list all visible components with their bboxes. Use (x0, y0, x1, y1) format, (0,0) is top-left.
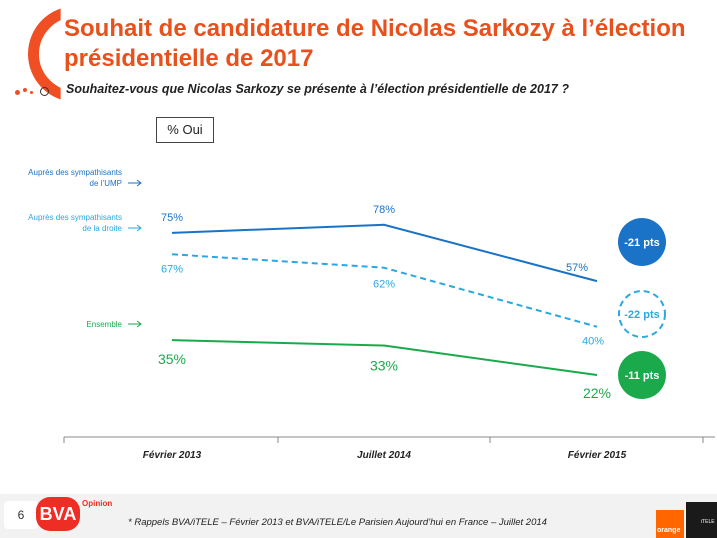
unit-label: % Oui (156, 117, 214, 143)
page-number: 6 (4, 501, 38, 529)
change-badge-droite (618, 290, 666, 338)
data-label: 75% (161, 212, 183, 224)
x-tick-label: Février 2015 (568, 450, 627, 461)
legend-arrow-head (136, 224, 142, 232)
data-label: 35% (158, 351, 186, 367)
change-badge-text: -21 pts (624, 237, 659, 249)
x-tick-label: Février 2013 (143, 450, 202, 461)
series-line-droite (171, 253, 598, 328)
data-label: 67% (161, 263, 183, 275)
series-line-ump (171, 223, 598, 283)
page-title: Souhait de candidature de Nicolas Sarkoz… (64, 15, 686, 72)
series-line-ensemble (171, 339, 598, 377)
survey-question: Souhaitez-vous que Nicolas Sarkozy se pr… (66, 82, 569, 96)
data-label: 62% (373, 279, 395, 291)
orange-logo (656, 510, 684, 538)
legend-label-ensemble: Ensemble (86, 320, 122, 329)
itele-logo-text: iTELE (701, 519, 715, 525)
data-label: 40% (582, 336, 604, 348)
line-chart: Février 2013 Juillet 2014 Février 2015 75% 7… (28, 168, 715, 461)
legend-arrow-head (136, 179, 142, 187)
footer (0, 494, 717, 538)
orange-logo-text: orange (657, 527, 681, 534)
bva-logo: BVA (36, 497, 80, 531)
change-badge-text: -11 pts (625, 370, 660, 382)
legend-label-ump: Auprès des sympathisants de l’UMP (28, 168, 122, 188)
bva-logo-subtitle: Opinion (82, 499, 113, 508)
data-label: 33% (370, 358, 398, 374)
dot (23, 88, 27, 92)
data-label: 57% (566, 262, 588, 274)
dot (30, 91, 33, 94)
legend-arrow-head (136, 320, 142, 328)
dot (15, 90, 20, 95)
x-tick-label: Juillet 2014 (357, 450, 411, 461)
change-badge-text: -22 pts (624, 309, 659, 321)
data-label: 22% (583, 385, 611, 401)
change-badge-ensemble (618, 351, 666, 399)
itele-logo (686, 502, 717, 538)
legend-label-droite: Auprès des sympathisants de la droite (28, 213, 122, 233)
footnote: * Rappels BVA/iTELE – Février 2013 et BV… (128, 517, 547, 528)
data-label: 78% (373, 204, 395, 216)
change-badge-ump (618, 218, 666, 266)
bullet-icon (40, 87, 49, 96)
